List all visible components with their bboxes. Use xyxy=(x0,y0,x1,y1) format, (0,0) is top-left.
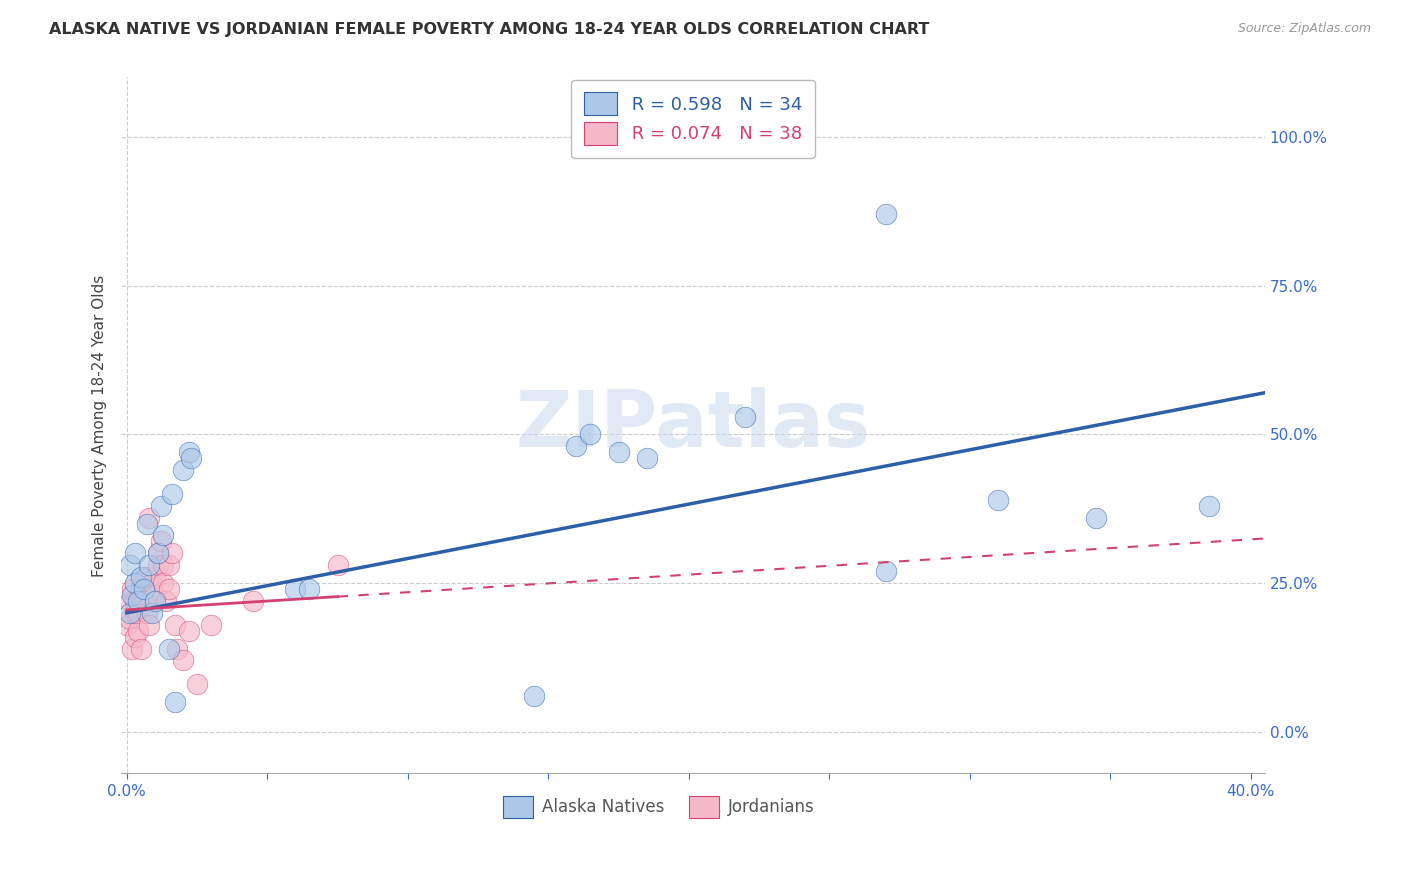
Point xyxy=(163,695,186,709)
Point xyxy=(143,588,166,602)
Point xyxy=(124,594,146,608)
Point xyxy=(129,641,152,656)
Point xyxy=(138,558,160,573)
Point xyxy=(284,582,307,596)
Point xyxy=(523,689,546,703)
Point xyxy=(127,606,149,620)
Point xyxy=(149,534,172,549)
Point xyxy=(636,451,658,466)
Legend: Alaska Natives, Jordanians: Alaska Natives, Jordanians xyxy=(496,789,821,824)
Point xyxy=(172,653,194,667)
Point xyxy=(132,570,155,584)
Point xyxy=(132,582,155,596)
Point xyxy=(157,558,180,573)
Point xyxy=(157,582,180,596)
Point xyxy=(129,582,152,596)
Point xyxy=(177,624,200,638)
Point xyxy=(118,594,141,608)
Point xyxy=(135,606,157,620)
Point xyxy=(180,451,202,466)
Point xyxy=(129,570,152,584)
Point xyxy=(177,445,200,459)
Point xyxy=(607,445,630,459)
Point xyxy=(141,606,163,620)
Point xyxy=(146,558,169,573)
Point xyxy=(118,558,141,573)
Point xyxy=(734,409,756,424)
Point xyxy=(118,612,141,626)
Point xyxy=(146,546,169,560)
Point xyxy=(121,588,143,602)
Point xyxy=(160,546,183,560)
Point xyxy=(1085,510,1108,524)
Point xyxy=(132,594,155,608)
Point xyxy=(124,546,146,560)
Point xyxy=(987,492,1010,507)
Point xyxy=(875,564,897,578)
Point xyxy=(166,641,188,656)
Point xyxy=(143,594,166,608)
Point xyxy=(152,558,174,573)
Point xyxy=(579,427,602,442)
Point xyxy=(155,594,177,608)
Point xyxy=(138,510,160,524)
Point xyxy=(124,630,146,644)
Point xyxy=(152,528,174,542)
Point xyxy=(121,641,143,656)
Point xyxy=(143,570,166,584)
Point xyxy=(115,617,138,632)
Text: ZIPatlas: ZIPatlas xyxy=(516,387,870,464)
Point xyxy=(127,594,149,608)
Point xyxy=(124,606,146,620)
Point xyxy=(157,641,180,656)
Point xyxy=(298,582,321,596)
Y-axis label: Female Poverty Among 18-24 Year Olds: Female Poverty Among 18-24 Year Olds xyxy=(93,275,107,576)
Point xyxy=(129,594,152,608)
Point xyxy=(146,546,169,560)
Point xyxy=(138,617,160,632)
Point xyxy=(152,576,174,591)
Point xyxy=(118,606,141,620)
Point xyxy=(121,582,143,596)
Point xyxy=(124,576,146,591)
Point xyxy=(172,463,194,477)
Point xyxy=(326,558,349,573)
Text: ALASKA NATIVE VS JORDANIAN FEMALE POVERTY AMONG 18-24 YEAR OLDS CORRELATION CHAR: ALASKA NATIVE VS JORDANIAN FEMALE POVERT… xyxy=(49,22,929,37)
Point xyxy=(565,439,588,453)
Point xyxy=(200,617,222,632)
Point xyxy=(135,516,157,531)
Point xyxy=(163,617,186,632)
Point xyxy=(875,207,897,221)
Point xyxy=(186,677,208,691)
Text: Source: ZipAtlas.com: Source: ZipAtlas.com xyxy=(1237,22,1371,36)
Point xyxy=(141,576,163,591)
Point xyxy=(242,594,264,608)
Point xyxy=(149,499,172,513)
Point xyxy=(1198,499,1220,513)
Point xyxy=(160,487,183,501)
Point xyxy=(127,624,149,638)
